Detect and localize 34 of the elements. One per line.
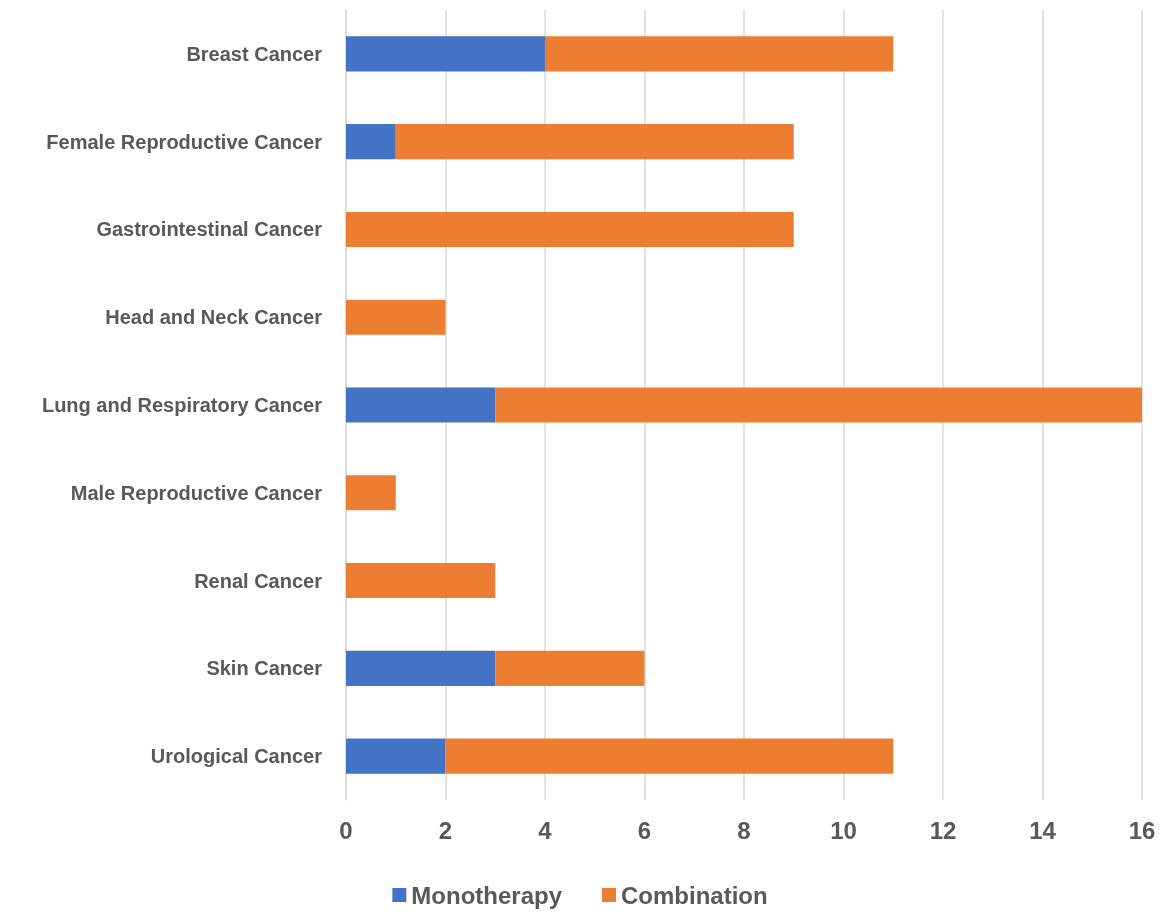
y-tick-label: Breast Cancer <box>186 42 323 65</box>
x-tick-label: 12 <box>929 816 957 844</box>
x-tick-label: 2 <box>438 816 453 844</box>
bar <box>346 124 396 160</box>
legend-label: Combination <box>621 881 768 909</box>
y-tick-label: Skin Cancer <box>206 657 323 680</box>
bar <box>346 36 545 72</box>
y-tick-label: Head and Neck Cancer <box>105 306 323 329</box>
bar <box>395 124 794 160</box>
bar <box>495 387 1142 423</box>
bar <box>346 738 446 774</box>
y-tick-label: Female Reproductive Cancer <box>46 130 323 153</box>
x-tick-label: 8 <box>737 816 751 844</box>
bar <box>346 650 496 686</box>
y-tick-label: Gastrointestinal Cancer <box>96 218 323 241</box>
x-tick-label: 6 <box>637 816 652 844</box>
bar <box>346 563 496 599</box>
y-tick-label: Urological Cancer <box>150 745 323 768</box>
x-tick-label: 16 <box>1128 816 1156 844</box>
bar <box>346 387 496 423</box>
bar <box>545 36 894 72</box>
x-tick-label: 14 <box>1029 816 1057 844</box>
bar <box>495 650 645 686</box>
bar <box>346 475 396 511</box>
bar <box>346 211 794 247</box>
x-tick-label: 4 <box>538 816 553 844</box>
y-tick-label: Renal Cancer <box>194 569 323 592</box>
x-tick-label: 10 <box>830 816 857 844</box>
y-tick-label: Male Reproductive Cancer <box>70 481 323 504</box>
bar <box>346 299 446 335</box>
legend-label: Monotherapy <box>411 881 563 909</box>
bar <box>445 738 894 774</box>
y-tick-label: Lung and Respiratory Cancer <box>41 394 323 416</box>
x-tick-label: 0 <box>339 816 353 844</box>
